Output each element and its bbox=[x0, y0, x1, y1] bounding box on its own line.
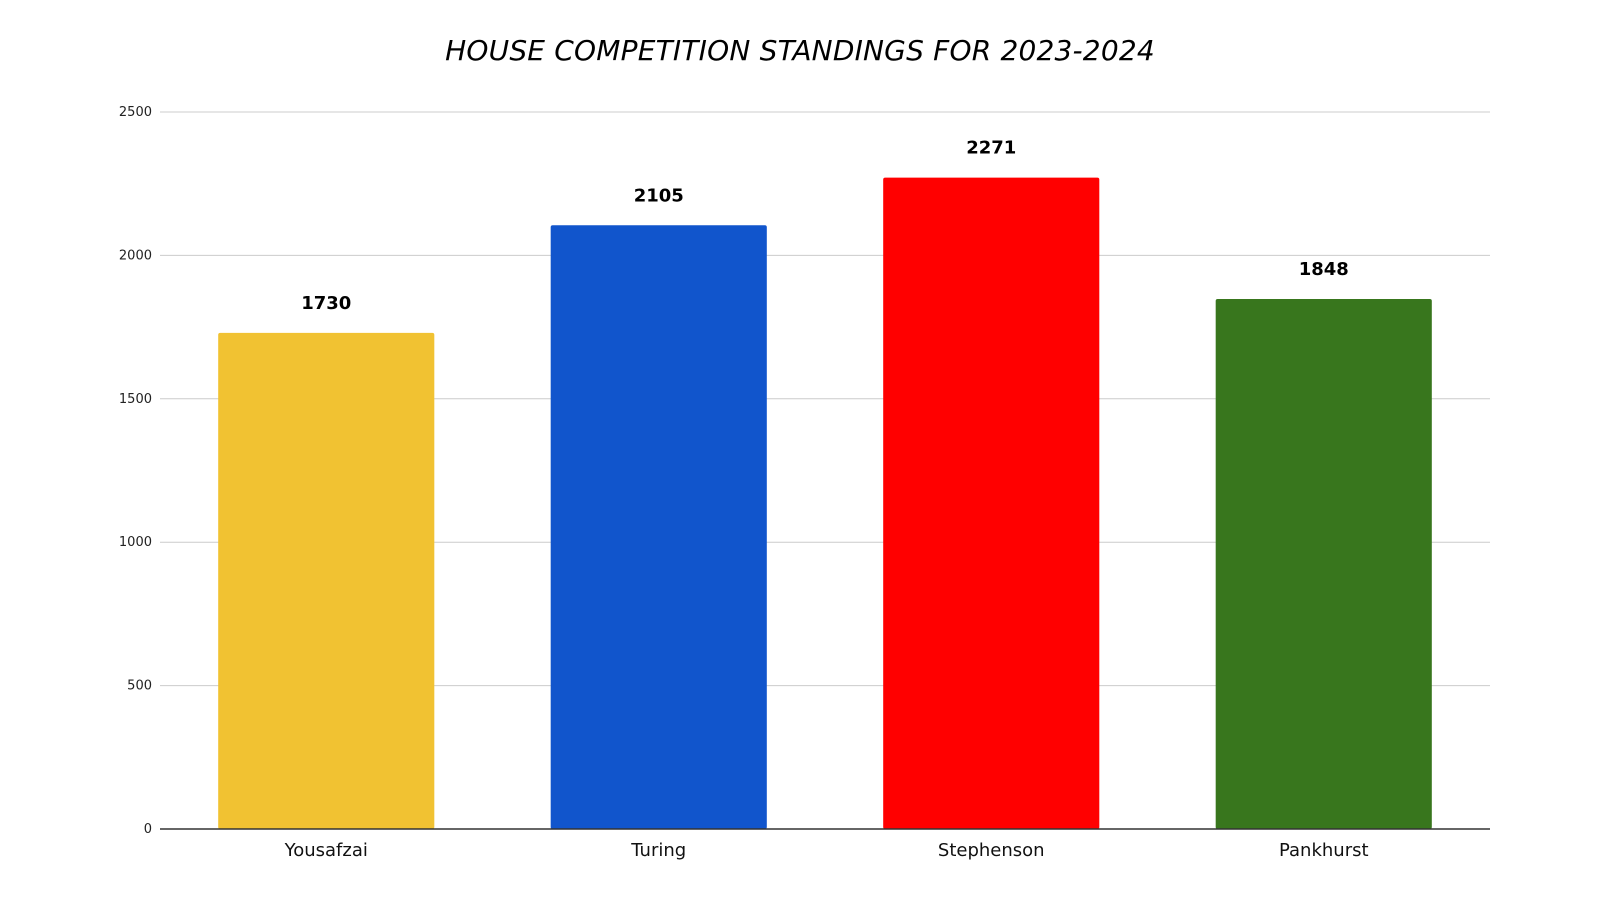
y-tick-label: 0 bbox=[144, 822, 152, 837]
x-tick-label: Turing bbox=[630, 840, 686, 861]
data-label: 2105 bbox=[634, 185, 684, 206]
y-tick-label: 1500 bbox=[119, 392, 152, 407]
bar-yousafzai bbox=[218, 332, 435, 829]
data-labels: 1730 2105 2271 1848 bbox=[301, 138, 1349, 314]
x-tick-label: Stephenson bbox=[938, 840, 1045, 861]
y-tick-label: 1000 bbox=[119, 535, 152, 550]
y-tick-label: 500 bbox=[127, 679, 152, 694]
data-label: 2271 bbox=[966, 138, 1016, 159]
data-label: 1848 bbox=[1299, 259, 1349, 280]
chart-title: HOUSE COMPETITION STANDINGS FOR 2023-202… bbox=[445, 34, 1155, 67]
x-axis-ticks: Yousafzai Turing Stephenson Pankhurst bbox=[284, 840, 1369, 861]
bar-pankhurst bbox=[1215, 298, 1432, 829]
data-label: 1730 bbox=[301, 293, 351, 314]
bar-turing bbox=[550, 225, 767, 829]
y-tick-label: 2000 bbox=[119, 248, 152, 263]
bars bbox=[218, 177, 1432, 830]
x-tick-label: Pankhurst bbox=[1279, 840, 1369, 861]
y-tick-label: 2500 bbox=[119, 105, 152, 120]
y-axis-ticks: 0 500 1000 1500 2000 2500 bbox=[119, 105, 152, 837]
bar-stephenson bbox=[883, 177, 1100, 830]
x-tick-label: Yousafzai bbox=[284, 840, 368, 861]
